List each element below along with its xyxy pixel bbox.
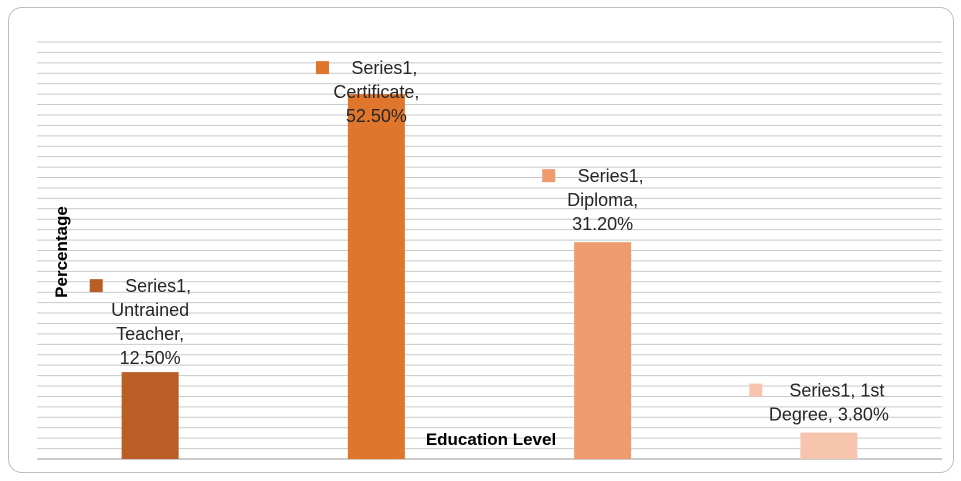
legend-key-swatch — [315, 61, 329, 75]
data-label-line: 31.20% — [572, 214, 633, 234]
data-label-line: Diploma, — [567, 190, 638, 210]
data-label-line: Untrained — [111, 300, 189, 320]
x-axis-title: Education Level — [426, 430, 556, 449]
data-label: Series1, Diploma, 31.20% — [542, 166, 644, 234]
bars — [121, 94, 858, 459]
legend-key-swatch — [89, 279, 103, 293]
data-label-line: Degree, 3.80% — [769, 405, 889, 425]
data-label-line: Certificate, — [333, 82, 419, 102]
data-label: Series1, 1st Degree, 3.80% — [749, 381, 889, 425]
y-axis-title: Percentage — [52, 206, 71, 298]
bar-untrained-teacher — [121, 372, 179, 459]
data-label-line: 52.50% — [346, 106, 407, 126]
data-label-line: Series1, — [125, 276, 191, 296]
gridlines — [37, 41, 942, 460]
bar-diploma — [574, 242, 632, 459]
bar-certificate — [347, 94, 405, 459]
data-label-line: Teacher, — [116, 324, 184, 344]
legend-key-swatch — [749, 383, 763, 397]
data-label-line: Series1, 1st — [789, 381, 884, 401]
data-label-line: 12.50% — [120, 348, 181, 368]
bar-1st-degree — [800, 432, 858, 459]
data-label-line: Series1, — [351, 58, 417, 78]
data-label-line: Series1, — [578, 166, 644, 186]
legend-key-swatch — [542, 169, 556, 183]
data-labels: Series1, Untrained Teacher, 12.50% Series1, C… — [89, 58, 889, 425]
data-label: Series1, Untrained Teacher, 12.50% — [89, 276, 191, 368]
data-label: Series1, Certificate, 52.50% — [315, 58, 419, 126]
